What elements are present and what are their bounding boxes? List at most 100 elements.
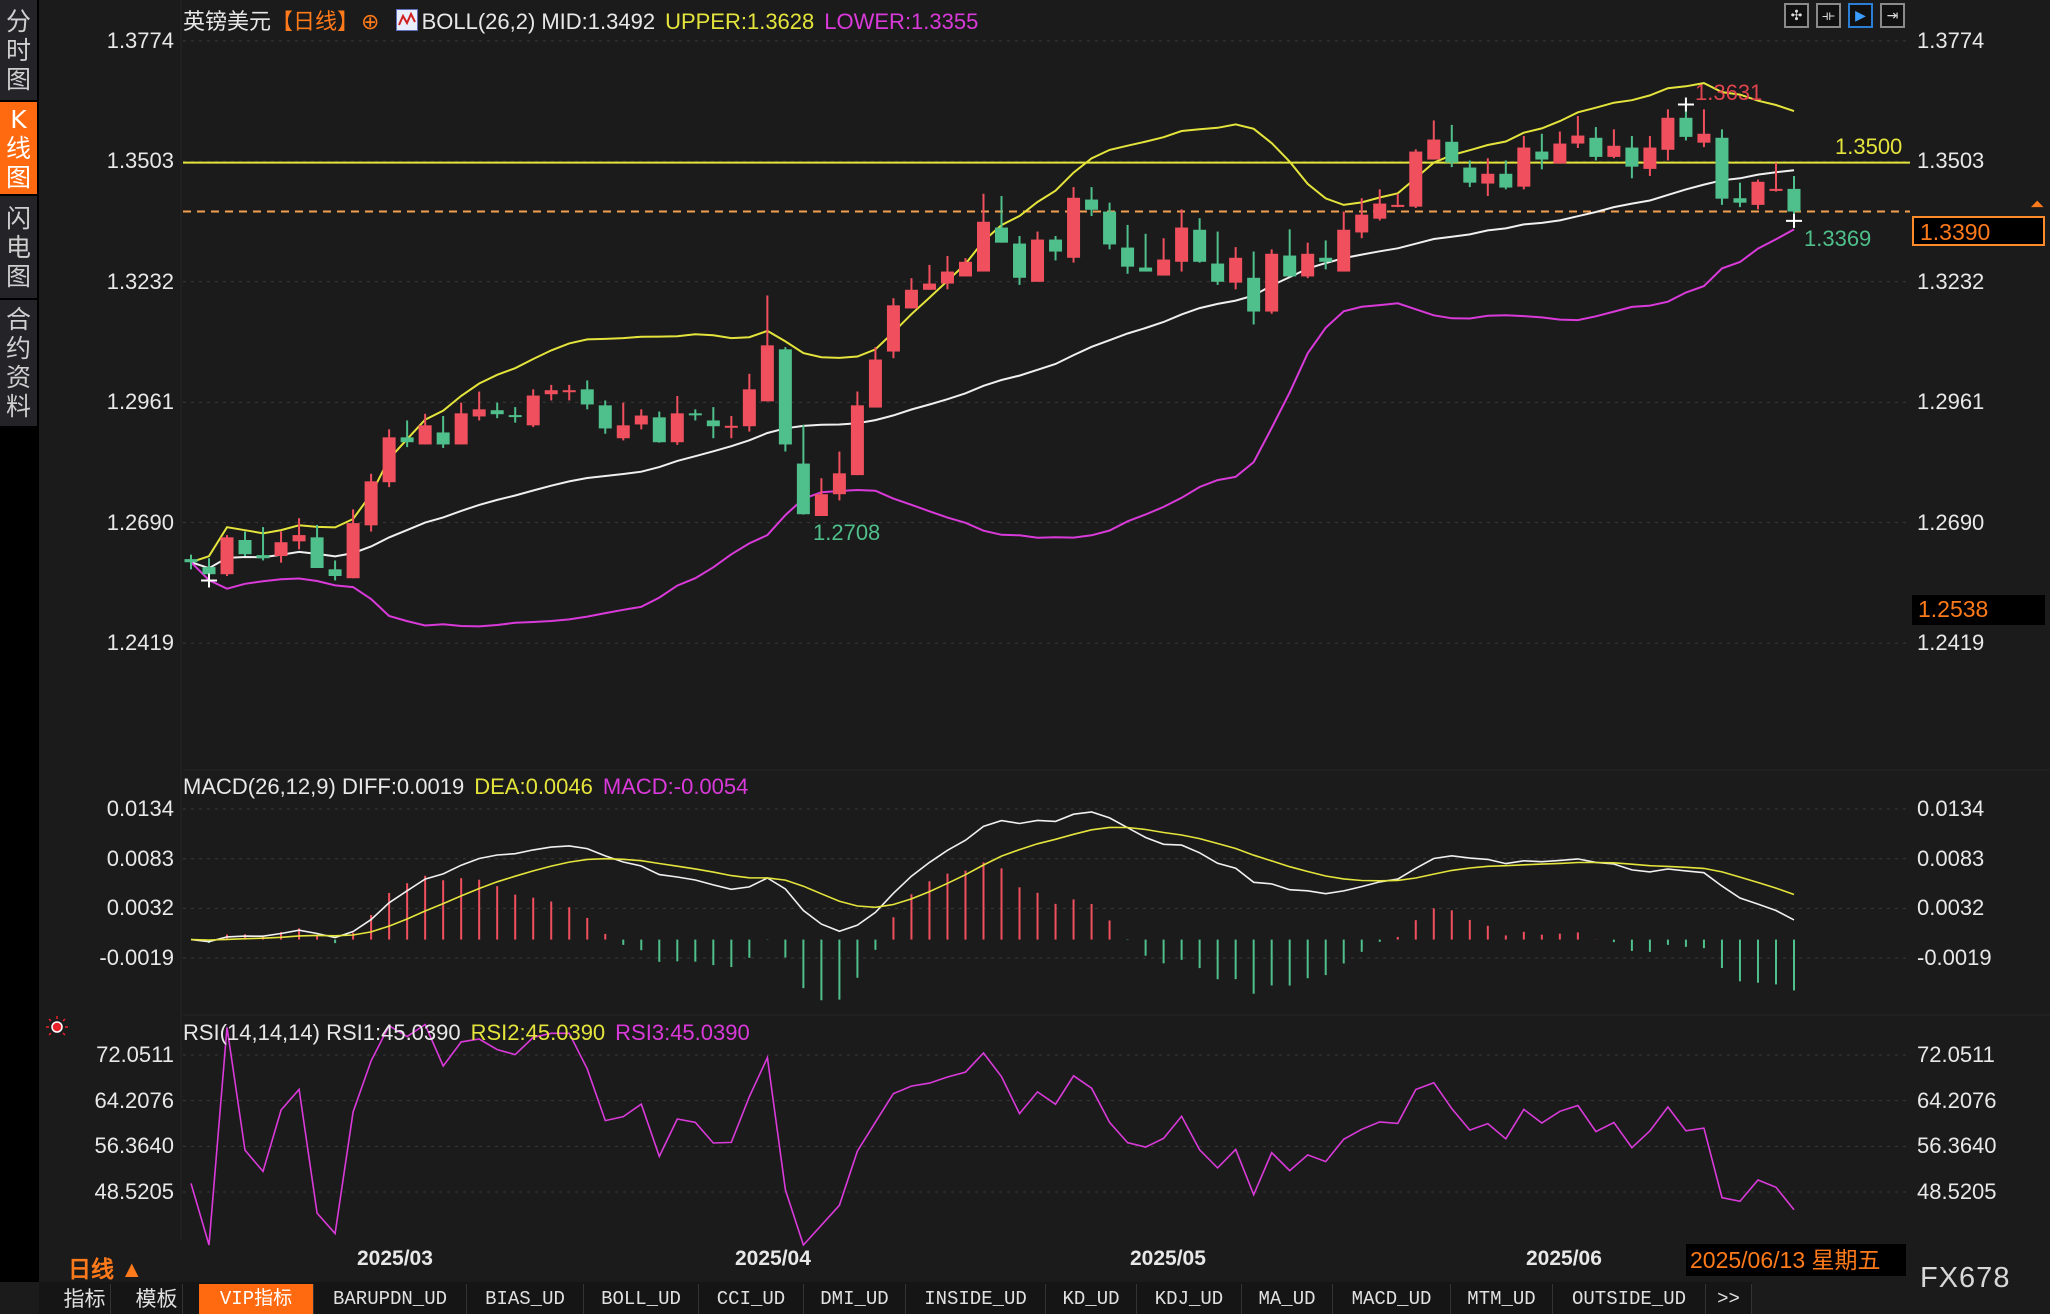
candle[interactable] bbox=[1103, 202, 1117, 250]
candle[interactable] bbox=[1445, 124, 1459, 168]
candle[interactable] bbox=[778, 347, 792, 452]
indicator-tab-kdj-ud[interactable]: KDJ_UD bbox=[1137, 1284, 1242, 1314]
candle[interactable] bbox=[436, 416, 450, 448]
candle[interactable] bbox=[310, 524, 324, 568]
period-switch[interactable]: 日线 ▲ bbox=[68, 1256, 144, 1282]
candle[interactable] bbox=[1517, 136, 1531, 190]
candle[interactable] bbox=[904, 278, 918, 309]
candle[interactable] bbox=[238, 531, 252, 556]
candle[interactable] bbox=[1337, 211, 1351, 272]
candle[interactable] bbox=[724, 416, 738, 439]
candle[interactable] bbox=[940, 256, 954, 290]
candle[interactable] bbox=[1067, 187, 1081, 263]
indicator-tab-barupdn-ud[interactable]: BARUPDN_UD bbox=[314, 1284, 467, 1314]
candle[interactable] bbox=[1157, 238, 1171, 276]
indicator-tab-kd-ud[interactable]: KD_UD bbox=[1046, 1284, 1137, 1314]
candle[interactable] bbox=[418, 413, 432, 445]
candle[interactable] bbox=[292, 518, 306, 550]
auto-scroll-button[interactable]: ▶ bbox=[1848, 3, 1873, 28]
indicator-tab-cci-ud[interactable]: CCI_UD bbox=[699, 1284, 804, 1314]
candle[interactable] bbox=[1193, 218, 1207, 263]
candle[interactable] bbox=[868, 347, 882, 408]
candle[interactable] bbox=[1463, 160, 1477, 188]
candle[interactable] bbox=[1301, 242, 1315, 279]
indicator-tab-boll-ud[interactable]: BOLL_UD bbox=[584, 1284, 699, 1314]
candle[interactable] bbox=[256, 527, 270, 561]
candle[interactable] bbox=[1589, 127, 1603, 161]
candle[interactable] bbox=[814, 478, 828, 516]
indicator-tab--[interactable]: 指标 bbox=[59, 1284, 111, 1314]
candle[interactable] bbox=[1229, 247, 1243, 290]
candle[interactable] bbox=[670, 396, 684, 445]
indicator-tab-mtm-ud[interactable]: MTM_UD bbox=[1451, 1284, 1553, 1314]
candle[interactable] bbox=[1283, 229, 1297, 277]
candle[interactable] bbox=[1571, 116, 1585, 148]
candle[interactable] bbox=[832, 451, 846, 501]
candle[interactable] bbox=[472, 391, 486, 421]
candle[interactable] bbox=[1787, 176, 1801, 221]
candle[interactable] bbox=[634, 409, 648, 430]
candle[interactable] bbox=[652, 411, 666, 443]
candle[interactable] bbox=[760, 295, 774, 402]
sidebar-tab-flash[interactable]: 闪电图 bbox=[0, 196, 37, 298]
candle[interactable] bbox=[796, 424, 810, 515]
candle[interactable] bbox=[1661, 109, 1675, 161]
candle[interactable] bbox=[1643, 136, 1657, 176]
boll-indicator-icon[interactable] bbox=[395, 9, 418, 31]
indicator-tab-vip-[interactable]: VIP指标 bbox=[199, 1284, 314, 1314]
range-select-button[interactable]: ⟛ bbox=[1816, 3, 1841, 28]
candle[interactable] bbox=[1355, 198, 1369, 239]
candle[interactable] bbox=[976, 193, 990, 272]
sidebar-tab-contract-info[interactable]: 合约资料 bbox=[0, 300, 37, 426]
indicator-tab-ma-ud[interactable]: MA_UD bbox=[1242, 1284, 1333, 1314]
indicator-tab-macd-ud[interactable]: MACD_UD bbox=[1333, 1284, 1451, 1314]
candle[interactable] bbox=[1085, 187, 1099, 216]
candle[interactable] bbox=[1751, 179, 1765, 210]
candle[interactable] bbox=[1319, 240, 1333, 270]
candle[interactable] bbox=[995, 196, 1009, 243]
candle[interactable] bbox=[346, 509, 360, 579]
candle[interactable] bbox=[1553, 131, 1567, 164]
candle[interactable] bbox=[850, 391, 864, 476]
candle[interactable] bbox=[1427, 120, 1441, 160]
candle[interactable] bbox=[1499, 160, 1513, 190]
candle[interactable] bbox=[184, 554, 198, 570]
candle[interactable] bbox=[1265, 249, 1279, 314]
candle[interactable] bbox=[742, 373, 756, 432]
candle[interactable] bbox=[274, 531, 288, 563]
candle[interactable] bbox=[1031, 231, 1045, 282]
candle[interactable] bbox=[1733, 182, 1747, 208]
candle[interactable] bbox=[544, 384, 558, 401]
candle[interactable] bbox=[598, 400, 612, 434]
indicator-tab-bias-ud[interactable]: BIAS_UD bbox=[467, 1284, 584, 1314]
indicator-tab-inside-ud[interactable]: INSIDE_UD bbox=[906, 1284, 1046, 1314]
candle[interactable] bbox=[1481, 158, 1495, 196]
candle[interactable] bbox=[1607, 129, 1621, 159]
alarm-light-icon[interactable] bbox=[46, 1016, 68, 1038]
candle[interactable] bbox=[400, 420, 414, 448]
move-right-button[interactable]: ⇥ bbox=[1880, 3, 1905, 28]
candle[interactable] bbox=[1211, 231, 1225, 285]
candle[interactable] bbox=[922, 264, 936, 290]
alert-up-icon[interactable]: ⏶ bbox=[2030, 194, 2045, 214]
candle[interactable] bbox=[1013, 236, 1027, 285]
candle[interactable] bbox=[220, 535, 234, 576]
candle[interactable] bbox=[364, 473, 378, 532]
candle[interactable] bbox=[562, 384, 576, 401]
candle[interactable] bbox=[580, 380, 594, 410]
candle[interactable] bbox=[490, 402, 504, 419]
candle[interactable] bbox=[328, 560, 342, 581]
candle[interactable] bbox=[1391, 193, 1405, 208]
candle[interactable] bbox=[1535, 133, 1549, 170]
candle[interactable] bbox=[454, 402, 468, 445]
candle[interactable] bbox=[526, 389, 540, 428]
sidebar-tab-time-share[interactable]: 分时图 bbox=[0, 0, 37, 100]
candle[interactable] bbox=[1139, 233, 1153, 272]
add-circle-icon[interactable]: ⊕ bbox=[361, 9, 380, 34]
indicator-tab--[interactable]: 模板 bbox=[131, 1284, 183, 1314]
candle[interactable] bbox=[1175, 209, 1189, 272]
candle[interactable] bbox=[958, 258, 972, 277]
candle[interactable] bbox=[1697, 109, 1711, 148]
sidebar-tab-kline[interactable]: K线图 bbox=[0, 102, 37, 194]
